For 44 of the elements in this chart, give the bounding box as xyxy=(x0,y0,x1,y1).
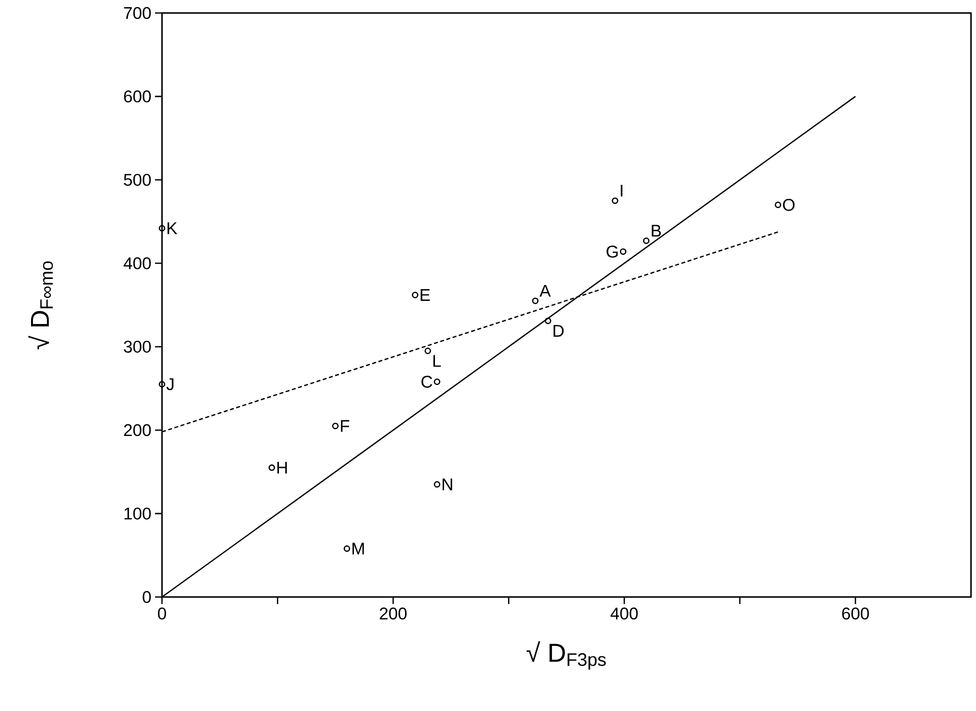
data-label: O xyxy=(782,198,795,211)
y-axis-title: √ D$_{F∞mo}$ xyxy=(28,261,53,350)
data-label: N xyxy=(442,478,452,490)
data-label: K xyxy=(168,222,178,234)
point xyxy=(158,224,166,232)
data-label: J xyxy=(166,378,174,390)
point xyxy=(434,378,440,386)
data-label: H xyxy=(277,462,287,474)
data-label: F xyxy=(340,420,350,432)
data-label: E xyxy=(420,289,430,301)
y-tick-label: 300 xyxy=(124,340,151,353)
data-label: I xyxy=(620,184,622,197)
point xyxy=(612,197,618,204)
point xyxy=(774,202,782,208)
data-label: B xyxy=(652,224,661,237)
y-tick-label: 700 xyxy=(124,7,151,19)
y-tick-label: 500 xyxy=(124,174,151,186)
point xyxy=(620,248,626,255)
x-tick-label: 0 xyxy=(158,608,166,620)
y-tick-label: 0 xyxy=(142,591,151,603)
x-tick-label: 400 xyxy=(610,608,638,620)
point xyxy=(424,348,432,354)
point xyxy=(344,545,350,552)
point xyxy=(332,422,339,430)
point xyxy=(434,481,440,488)
data-label: A xyxy=(540,284,551,297)
point xyxy=(642,238,650,244)
y-tick-label: 400 xyxy=(124,257,151,270)
y-tick-label: 600 xyxy=(124,90,151,102)
point xyxy=(158,381,166,388)
point xyxy=(544,318,552,324)
x-tick-label: 600 xyxy=(842,608,869,620)
point xyxy=(532,298,539,304)
point xyxy=(412,292,418,298)
point xyxy=(268,464,276,471)
x-axis-title: √ D$_{F3ps}$ xyxy=(526,641,606,670)
data-label: C xyxy=(421,376,432,388)
y-tick-label: 200 xyxy=(124,424,151,436)
data-label: D xyxy=(554,325,564,337)
data-label: M xyxy=(352,542,364,554)
y-tick-label: 100 xyxy=(124,508,151,520)
data-label: L xyxy=(433,355,441,367)
data-label: G xyxy=(606,246,618,258)
x-tick-label: 200 xyxy=(380,608,407,620)
